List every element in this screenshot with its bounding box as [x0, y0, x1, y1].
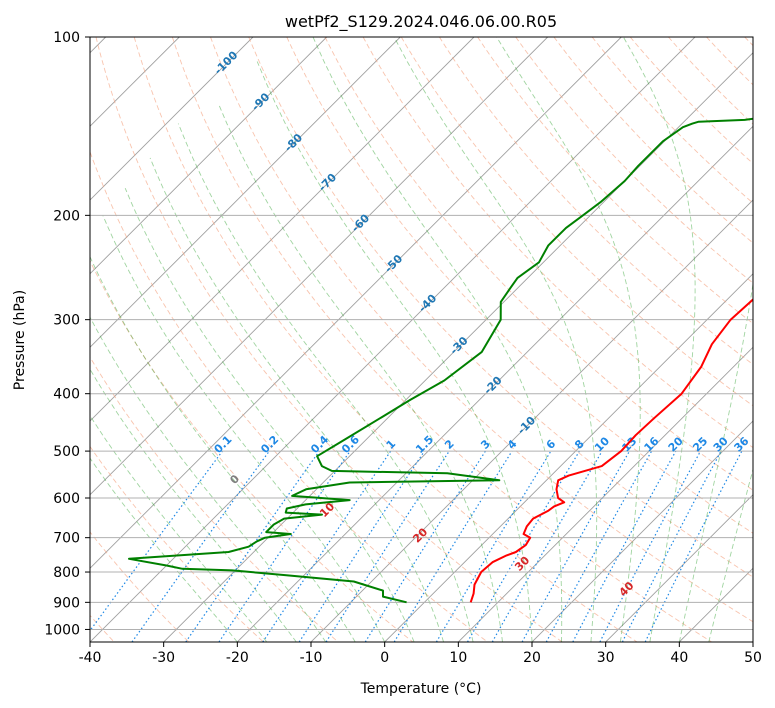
chart-title: wetPf2_S129.2024.046.06.00.R05 — [285, 12, 557, 32]
moist-adiabat-line — [678, 281, 753, 642]
mixing-ratio-line — [325, 450, 450, 642]
dry-adiabat-line — [133, 37, 638, 642]
x-tick-label: 20 — [523, 650, 541, 666]
isotherm-line — [90, 37, 254, 201]
dry-adiabat-line — [324, 37, 753, 491]
mixing-ratio-line — [298, 450, 425, 642]
dry-adiabat-line — [439, 37, 753, 365]
mixing-ratio-line — [521, 450, 631, 642]
moist-adiabat-line — [90, 316, 327, 642]
dry-adiabat-line — [286, 37, 753, 534]
y-tick-label: 900 — [53, 595, 80, 611]
isotherm-line — [531, 420, 753, 642]
moist-adiabat-line — [177, 123, 474, 642]
y-tick-label: 200 — [53, 208, 80, 224]
temperature-line — [469, 298, 753, 603]
x-tick-label: 0 — [380, 650, 389, 666]
isotherm-line — [90, 37, 475, 422]
dry-adiabat-line — [553, 37, 753, 244]
y-tick-label: 800 — [53, 565, 80, 581]
mixing-ratio-line — [644, 450, 743, 642]
x-tick-label: 10 — [449, 650, 467, 666]
dry-adiabat-line — [515, 37, 753, 284]
moist-adiabat-line — [496, 37, 641, 642]
y-tick-label: 400 — [53, 387, 80, 403]
dry-adiabat-line — [90, 445, 264, 642]
background-lines — [90, 37, 753, 642]
dry-adiabat-line — [629, 37, 753, 165]
isotherm-line — [90, 37, 696, 642]
isotherm-line — [90, 37, 328, 275]
dry-adiabat-line — [171, 37, 712, 642]
x-tick-label: 40 — [670, 650, 688, 666]
dry-adiabat-line — [210, 37, 753, 623]
moist-adiabat-line — [124, 188, 415, 642]
moist-adiabat-line — [90, 368, 297, 642]
dry-adiabat-line — [362, 37, 753, 449]
mixing-ratio-line — [185, 450, 320, 642]
x-axis: -40 -30 -20 -10 0 10 20 30 40 50 — [79, 642, 762, 666]
dry-adiabat-line — [400, 37, 753, 407]
mixing-ratio-line — [262, 450, 392, 642]
y-axis-label: Pressure (hPa) — [12, 290, 28, 390]
moist-adiabat-line — [90, 457, 238, 642]
x-tick-label: -10 — [300, 650, 323, 666]
moist-adiabat-line — [256, 61, 533, 642]
y-axis: 100 200 300 400 500 600 700 800 900 1000 — [44, 30, 90, 638]
moist-adiabat-line — [623, 37, 696, 642]
isotherm-line — [90, 37, 549, 496]
moist-adiabat-line — [312, 37, 563, 642]
y-tick-label: 500 — [53, 444, 80, 460]
mixing-ratio-line — [131, 450, 270, 642]
mixing-ratio-line — [393, 450, 513, 642]
y-tick-label: 1000 — [44, 622, 80, 638]
x-axis-label: Temperature (°C) — [360, 681, 482, 697]
moist-adiabat-line — [102, 215, 386, 642]
moist-adiabat-line — [90, 255, 356, 642]
x-tick-label: -40 — [79, 650, 102, 666]
isotherm-line — [457, 346, 753, 642]
x-tick-label: -30 — [152, 650, 175, 666]
x-tick-label: 50 — [744, 650, 762, 666]
x-tick-label: -20 — [226, 650, 249, 666]
moist-adiabat-line — [708, 467, 753, 642]
mixing-ratio-line — [545, 450, 653, 642]
y-tick-label: 700 — [53, 531, 80, 547]
mixing-ratio-line — [572, 450, 677, 642]
dry-adiabat-line — [248, 37, 753, 578]
isotherm-line — [90, 37, 401, 348]
dewpoint-line — [128, 117, 753, 604]
moist-adiabat-line — [90, 414, 268, 642]
dry-adiabat-line — [90, 356, 339, 642]
isotherm-line — [384, 273, 753, 642]
isotherm-line — [605, 494, 753, 642]
mixing-ratio-line — [90, 450, 223, 632]
profile-lines — [128, 117, 753, 604]
dry-adiabat-line — [90, 259, 414, 642]
mixing-ratio-line — [218, 450, 351, 642]
isotherm-line — [752, 641, 753, 642]
y-tick-label: 100 — [53, 30, 80, 46]
x-tick-label: 30 — [597, 650, 615, 666]
moist-adiabat-line — [393, 37, 598, 642]
plot-frame — [89, 36, 754, 643]
plot-background — [90, 37, 753, 642]
moist-adiabat-line — [218, 104, 503, 642]
y-tick-label: 300 — [53, 313, 80, 329]
pressure-gridlines — [90, 37, 753, 630]
isotherm-line — [236, 125, 753, 642]
isotherm-line — [90, 37, 622, 569]
y-tick-label: 600 — [53, 491, 80, 507]
dry-adiabat-line — [95, 37, 563, 642]
